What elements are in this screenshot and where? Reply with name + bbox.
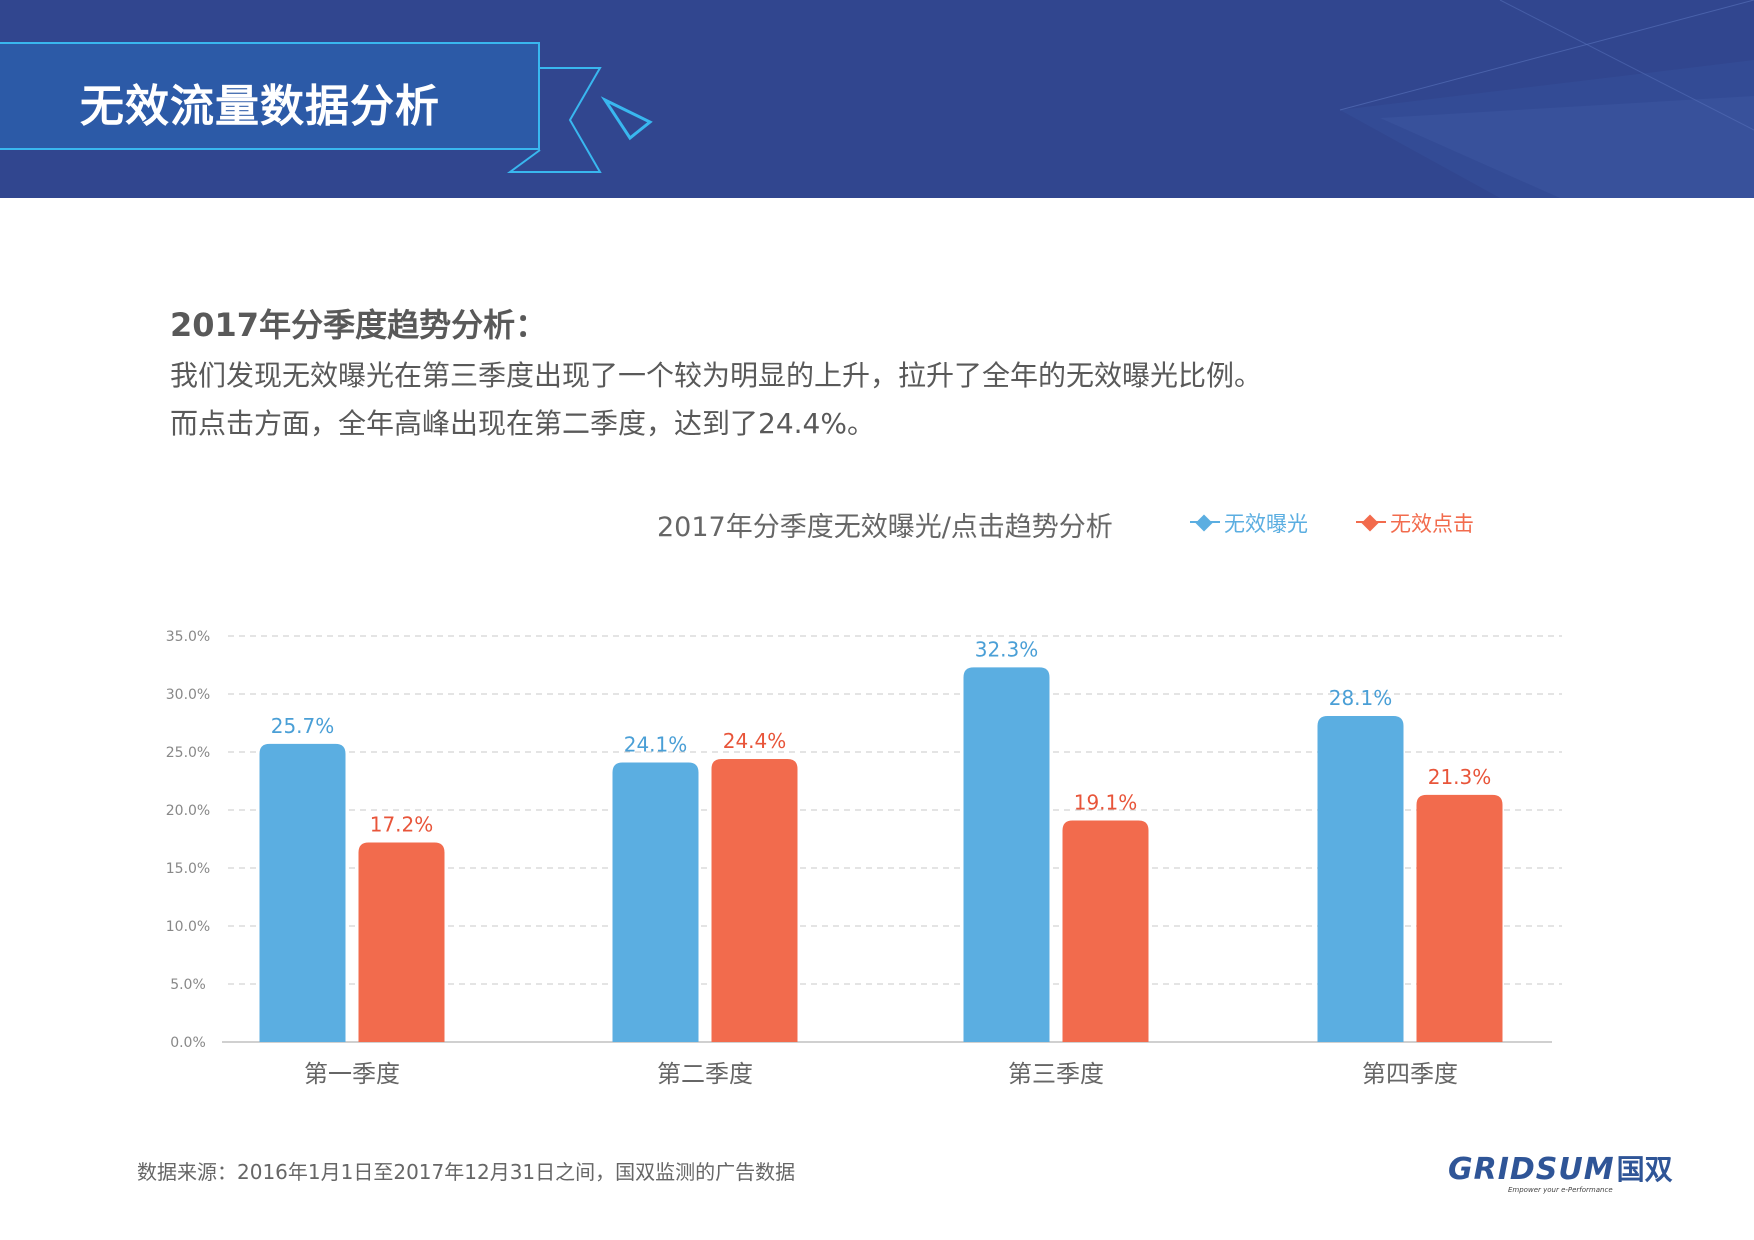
logo-text: GRIDSUM: [1448, 1152, 1615, 1187]
header-bar: 无效流量数据分析: [0, 0, 1754, 198]
data-source-note: 数据来源：2016年1月1日至2017年12月31日之间，国双监测的广告数据: [137, 1160, 796, 1184]
page-title: 无效流量数据分析: [80, 81, 440, 132]
y-tick-label: 0.0%: [170, 1035, 206, 1051]
x-category-label: 第四季度: [1362, 1060, 1458, 1088]
bar-chart: 0.0% 5.0% 10.0% 15.0% 20.0% 25.0% 30.0% 35.0% 25…: [166, 629, 1562, 1088]
data-label: 19.1%: [1074, 790, 1138, 814]
y-tick-label: 35.0%: [166, 629, 210, 645]
bar-exposure: [963, 667, 1050, 1042]
data-label: 24.1%: [624, 732, 688, 756]
y-tick-label: 10.0%: [166, 919, 210, 935]
intro-line-1: 我们发现无效曝光在第三季度出现了一个较为明显的上升，拉升了全年的无效曝光比例。: [170, 359, 1263, 392]
legend-item-click: 无效点击: [1356, 508, 1474, 538]
data-label: 25.7%: [271, 714, 335, 738]
y-tick-label: 5.0%: [170, 977, 206, 993]
y-tick-label: 25.0%: [166, 745, 210, 761]
legend-label-exposure: 无效曝光: [1224, 512, 1308, 536]
bar-exposure: [612, 762, 699, 1042]
section-heading: 2017年分季度趋势分析：: [170, 306, 548, 344]
x-category-label: 第二季度: [657, 1060, 753, 1088]
bar-click: [711, 758, 798, 1042]
y-tick-label: 15.0%: [166, 861, 210, 877]
bar-click: [1062, 820, 1149, 1042]
data-label: 24.4%: [723, 729, 787, 753]
bar-click: [358, 842, 445, 1042]
x-category-label: 第一季度: [304, 1060, 400, 1088]
header-decoration: [506, 0, 1754, 198]
diamond-icon: [1361, 514, 1379, 532]
data-label: 21.3%: [1428, 765, 1492, 789]
bar-click: [1416, 794, 1503, 1042]
title-banner: [0, 42, 540, 150]
legend-label-click: 无效点击: [1390, 512, 1474, 536]
logo-cn-text: 国双: [1616, 1153, 1673, 1186]
bar-exposure: [259, 743, 346, 1042]
data-label: 17.2%: [370, 812, 434, 836]
diamond-icon: [1195, 514, 1213, 532]
x-category-label: 第三季度: [1008, 1060, 1104, 1088]
chart-title: 2017年分季度无效曝光/点击趋势分析: [657, 512, 1113, 543]
y-tick-label: 20.0%: [166, 803, 210, 819]
data-label: 32.3%: [975, 637, 1039, 661]
y-tick-label: 30.0%: [166, 687, 210, 703]
intro-line-2: 而点击方面，全年高峰出现在第二季度，达到了24.4%。: [170, 407, 875, 440]
legend-item-exposure: 无效曝光: [1190, 508, 1308, 538]
data-label: 28.1%: [1329, 686, 1393, 710]
bar-exposure: [1317, 716, 1404, 1042]
logo-tagline: Empower your e-Performance: [1508, 1186, 1613, 1194]
gridsum-logo: GRIDSUM国双 Empower your e-Performance: [1448, 1148, 1673, 1194]
